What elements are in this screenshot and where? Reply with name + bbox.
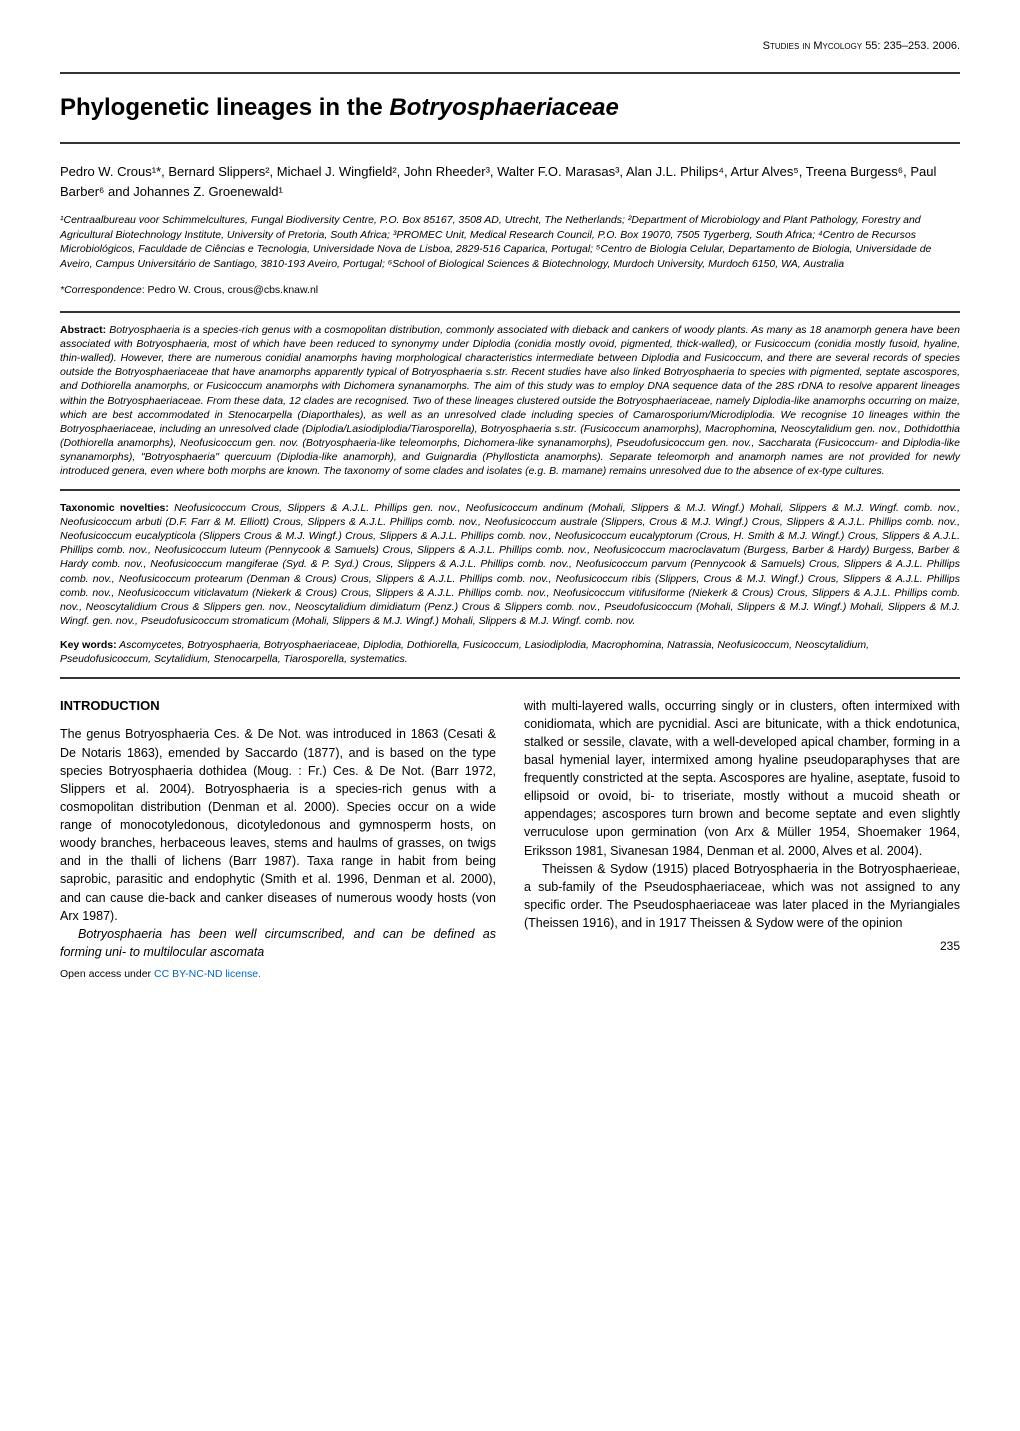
body-columns: INTRODUCTION The genus Botryosphaeria Ce…: [60, 697, 960, 983]
keywords-label: Key words:: [60, 639, 117, 651]
divider-top: [60, 72, 960, 74]
keywords-text: Ascomycetes, Botryosphaeria, Botryosphae…: [60, 639, 869, 665]
title-pre: Phylogenetic lineages in the: [60, 94, 389, 121]
left-column: INTRODUCTION The genus Botryosphaeria Ce…: [60, 697, 496, 983]
intro-para-1: The genus Botryosphaeria Ces. & De Not. …: [60, 725, 496, 924]
footer-right: 235: [524, 938, 960, 955]
intro-heading: INTRODUCTION: [60, 697, 496, 716]
title-italic: Botryosphaeriaceae: [389, 94, 618, 121]
intro-para-2: Botryosphaeria has been well circumscrib…: [60, 925, 496, 961]
journal-name: Studies in Mycology: [763, 40, 863, 52]
right-para-2: Theissen & Sydow (1915) placed Botryosph…: [524, 860, 960, 933]
right-para-1: with multi-layered walls, occurring sing…: [524, 697, 960, 860]
divider-before-body: [60, 677, 960, 679]
authors-line: Pedro W. Crous¹*, Bernard Slippers², Mic…: [60, 162, 960, 201]
right-column: with multi-layered walls, occurring sing…: [524, 697, 960, 983]
abstract-text: Botryosphaeria is a species-rich genus w…: [60, 324, 960, 478]
novelties-block: Taxonomic novelties: Neofusicoccum Crous…: [60, 501, 960, 629]
divider-before-novelties: [60, 489, 960, 491]
header-citation: Studies in Mycology 55: 235–253. 2006.: [60, 40, 960, 52]
novelties-label: Taxonomic novelties:: [60, 502, 169, 514]
intro-para-2-text: Botryosphaeria has been well circumscrib…: [60, 927, 496, 959]
license-pre: Open access under: [60, 968, 154, 980]
page-number: 235: [940, 938, 960, 955]
correspondence-text: : Pedro W. Crous, crous@cbs.knaw.nl: [142, 284, 318, 296]
divider-before-abstract: [60, 311, 960, 313]
citation-text: 55: 235–253. 2006.: [865, 40, 960, 52]
correspondence: *Correspondence: Pedro W. Crous, crous@c…: [60, 284, 960, 296]
affiliations: ¹Centraalbureau voor Schimmelcultures, F…: [60, 213, 960, 272]
abstract-label: Abstract:: [60, 324, 106, 336]
footer-left: Open access under CC BY-NC-ND license.: [60, 967, 496, 982]
correspondence-label: *Correspondence: [60, 284, 142, 296]
license-text: Open access under CC BY-NC-ND license.: [60, 967, 261, 982]
article-title: Phylogenetic lineages in the Botryosphae…: [60, 94, 960, 122]
abstract-block: Abstract: Botryosphaeria is a species-ri…: [60, 323, 960, 479]
license-link[interactable]: CC BY-NC-ND license.: [154, 968, 261, 980]
divider-after-title: [60, 142, 960, 144]
novelties-text: Neofusicoccum Crous, Slippers & A.J.L. P…: [60, 502, 960, 627]
keywords-block: Key words: Ascomycetes, Botryosphaeria, …: [60, 638, 960, 666]
